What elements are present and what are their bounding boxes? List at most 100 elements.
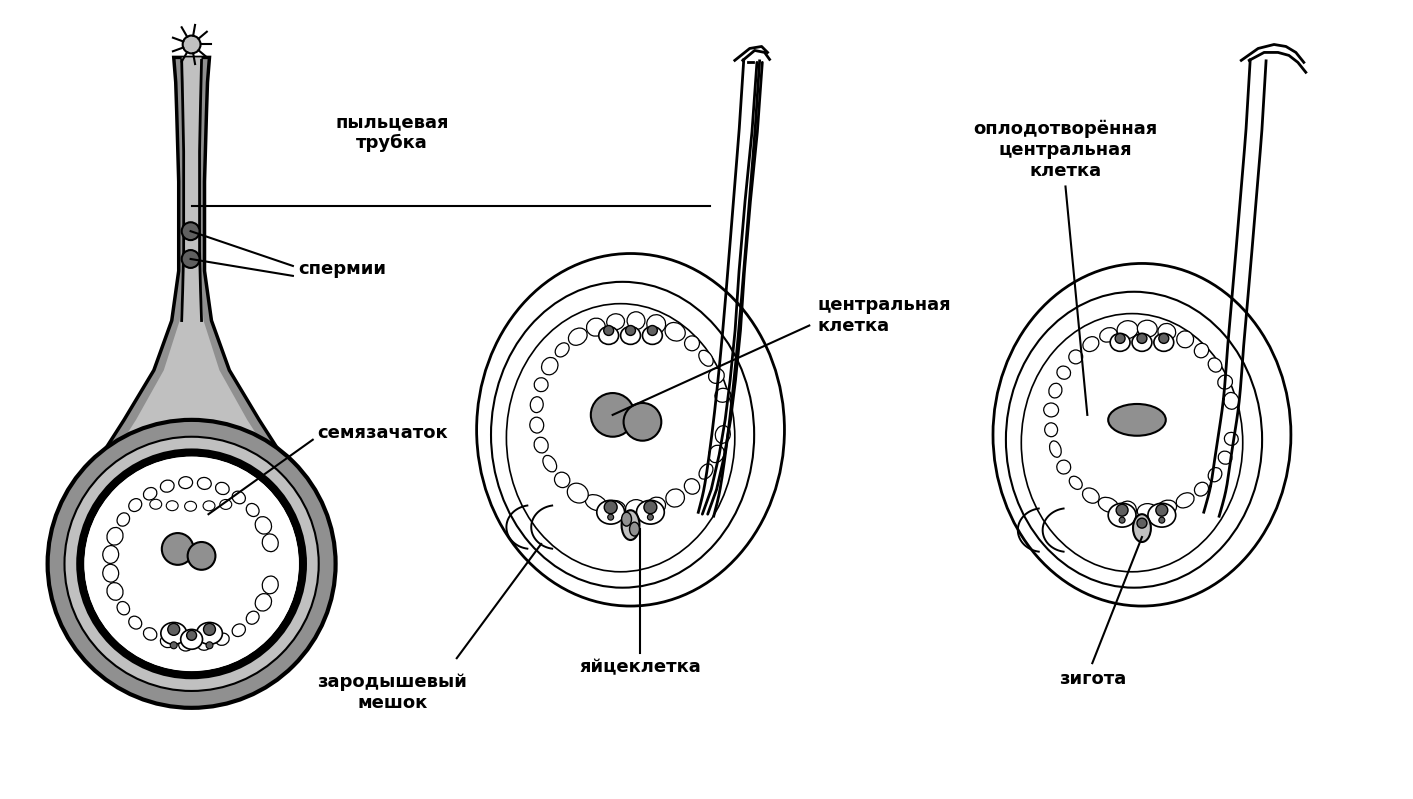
Ellipse shape [1176, 493, 1194, 508]
Ellipse shape [699, 464, 714, 479]
Circle shape [187, 630, 196, 640]
Ellipse shape [666, 489, 684, 507]
Ellipse shape [1224, 392, 1239, 409]
Text: пыльцевая
трубка: пыльцевая трубка [335, 113, 449, 152]
Ellipse shape [622, 512, 632, 526]
Ellipse shape [630, 522, 640, 536]
Text: семязачаток: семязачаток [318, 423, 448, 442]
Ellipse shape [1194, 344, 1208, 358]
Ellipse shape [232, 624, 246, 637]
Ellipse shape [117, 513, 130, 527]
Ellipse shape [606, 500, 626, 515]
Ellipse shape [178, 639, 192, 651]
Circle shape [647, 515, 653, 520]
Ellipse shape [181, 630, 202, 650]
Ellipse shape [626, 499, 646, 519]
Ellipse shape [263, 534, 278, 551]
Ellipse shape [129, 499, 141, 511]
Ellipse shape [1082, 488, 1099, 503]
Circle shape [1137, 519, 1147, 528]
Ellipse shape [150, 499, 161, 509]
Ellipse shape [530, 417, 544, 433]
Circle shape [1159, 517, 1164, 523]
Circle shape [85, 456, 300, 671]
Circle shape [1137, 333, 1147, 344]
Ellipse shape [1177, 331, 1194, 348]
Ellipse shape [161, 635, 174, 648]
Circle shape [206, 642, 213, 649]
Ellipse shape [167, 501, 178, 511]
Ellipse shape [647, 315, 666, 333]
Ellipse shape [585, 495, 606, 511]
Ellipse shape [246, 611, 259, 624]
Ellipse shape [606, 314, 625, 330]
Ellipse shape [490, 282, 755, 588]
Circle shape [591, 393, 634, 437]
Ellipse shape [1108, 404, 1166, 435]
Ellipse shape [1048, 384, 1063, 398]
Ellipse shape [144, 487, 157, 500]
Circle shape [81, 452, 302, 675]
Ellipse shape [684, 479, 699, 495]
Ellipse shape [568, 328, 588, 345]
Circle shape [168, 623, 179, 635]
Circle shape [603, 325, 613, 336]
Text: оплодотворённая
центральная
клетка: оплодотворённая центральная клетка [974, 120, 1157, 180]
Ellipse shape [1118, 320, 1137, 339]
Circle shape [623, 403, 661, 441]
Ellipse shape [1157, 500, 1177, 515]
Ellipse shape [220, 499, 232, 510]
Ellipse shape [567, 483, 588, 503]
Ellipse shape [534, 378, 548, 392]
Ellipse shape [107, 527, 123, 545]
Ellipse shape [643, 327, 663, 344]
Text: центральная
клетка: центральная клетка [817, 296, 951, 335]
Ellipse shape [1137, 320, 1157, 337]
Polygon shape [61, 58, 322, 673]
Ellipse shape [1225, 432, 1238, 445]
Ellipse shape [1157, 324, 1176, 340]
Text: спермии: спермии [298, 260, 386, 278]
Ellipse shape [1050, 441, 1061, 457]
Circle shape [626, 325, 636, 336]
Circle shape [1119, 517, 1125, 523]
Circle shape [188, 542, 215, 570]
Ellipse shape [1082, 336, 1099, 352]
Ellipse shape [1111, 333, 1130, 352]
Ellipse shape [543, 455, 557, 472]
Circle shape [162, 533, 194, 565]
Ellipse shape [1194, 483, 1208, 496]
Ellipse shape [1154, 333, 1174, 352]
Ellipse shape [1208, 358, 1222, 372]
Polygon shape [184, 61, 199, 320]
Text: зигота: зигота [1058, 670, 1126, 688]
Ellipse shape [129, 616, 141, 629]
Ellipse shape [246, 503, 259, 516]
Circle shape [647, 325, 657, 336]
Ellipse shape [1044, 403, 1058, 417]
Ellipse shape [1099, 328, 1118, 342]
Ellipse shape [541, 357, 558, 375]
Polygon shape [71, 58, 312, 669]
Circle shape [170, 642, 177, 649]
Ellipse shape [161, 622, 187, 644]
Ellipse shape [708, 368, 725, 384]
Ellipse shape [627, 312, 644, 330]
Ellipse shape [1108, 503, 1136, 527]
Circle shape [644, 501, 657, 514]
Circle shape [182, 250, 199, 268]
Text: зародышевый
мешок: зародышевый мешок [318, 673, 468, 712]
Ellipse shape [117, 602, 130, 615]
Ellipse shape [1044, 423, 1057, 437]
Ellipse shape [263, 576, 278, 594]
Ellipse shape [684, 336, 699, 351]
Ellipse shape [636, 500, 664, 524]
Ellipse shape [1208, 467, 1222, 482]
Ellipse shape [1070, 476, 1082, 490]
Ellipse shape [709, 445, 723, 463]
Ellipse shape [185, 501, 196, 511]
Ellipse shape [699, 350, 714, 366]
Text: яйцеклетка: яйцеклетка [579, 658, 701, 676]
Circle shape [182, 35, 201, 54]
Ellipse shape [103, 546, 119, 563]
